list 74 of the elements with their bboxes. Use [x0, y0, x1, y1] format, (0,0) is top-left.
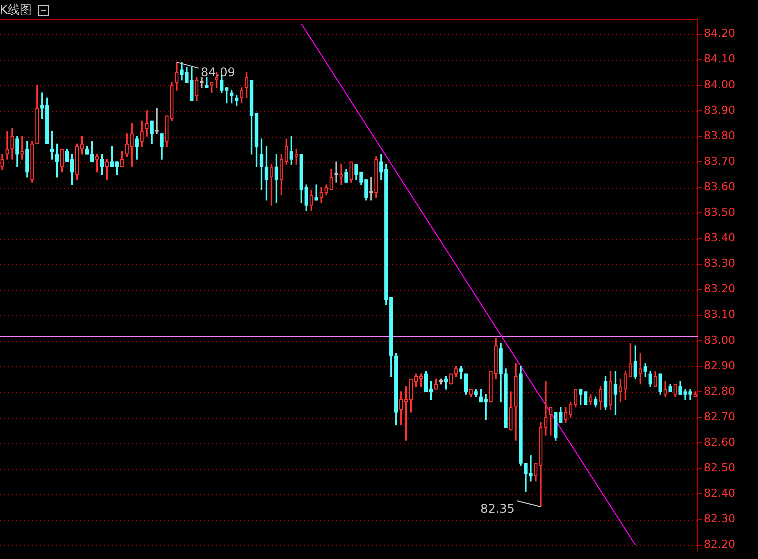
candlestick: [240, 88, 244, 104]
y-tick-label: 84.10: [704, 52, 736, 66]
candlestick: [539, 422, 543, 508]
y-tick-label: 83.30: [704, 257, 736, 270]
candlestick: [36, 85, 40, 145]
y-tick-label: 83.60: [704, 180, 736, 194]
candlestick: [200, 77, 204, 88]
candlestick: [130, 123, 134, 168]
candlestick: [60, 148, 64, 173]
candlestick: [195, 77, 199, 102]
candlestick: [514, 364, 518, 441]
candlestick: [370, 177, 374, 201]
candlestick: [598, 386, 603, 410]
candlestick: [175, 62, 179, 91]
candlestick: [694, 392, 698, 398]
candlestick: [564, 407, 568, 423]
candlestick: [549, 407, 553, 436]
y-tick-label: 83.40: [704, 232, 736, 245]
chart-title: K线图: [0, 2, 32, 19]
y-tick-label: 82.20: [704, 538, 736, 552]
y-tick-label: 82.70: [704, 410, 736, 424]
candlestick: [20, 136, 24, 160]
candlestick: [30, 141, 34, 183]
y-tick-label: 82.40: [704, 487, 736, 500]
y-tick-label: 83.70: [704, 154, 736, 168]
y-tick-label: 82.80: [704, 384, 736, 398]
candlestick: [170, 82, 174, 122]
candlestick: [324, 184, 328, 196]
candlestick: [664, 381, 668, 398]
candlestick: [10, 128, 14, 160]
y-tick-label: 84.20: [704, 27, 736, 40]
y-tick-label: 83.00: [704, 334, 736, 347]
candlestick: [105, 159, 110, 180]
y-tick-label: 82.60: [704, 436, 736, 449]
candlestick: [140, 120, 144, 148]
candlestick: [350, 162, 354, 183]
candlestick: [544, 381, 548, 436]
candlestick: [120, 152, 124, 168]
candlestick: [294, 148, 298, 165]
candlestick: [320, 187, 324, 204]
candlestick: [145, 110, 149, 137]
y-tick-label: 83.90: [704, 104, 736, 117]
y-tick-label: 82.50: [704, 462, 736, 475]
candlestick: [155, 108, 159, 134]
candlestick: [489, 371, 493, 403]
candlestick: [330, 169, 334, 190]
candlestick: [674, 384, 678, 398]
candlestick: [638, 353, 642, 385]
candlestick: [210, 82, 214, 94]
candlestick: [374, 156, 378, 198]
y-tick-label: 82.90: [704, 359, 736, 372]
y-tick-label: 83.10: [704, 308, 736, 322]
y-tick-label: 83.50: [704, 206, 736, 220]
candlestick: [494, 338, 498, 380]
annotation: 82.35: [480, 502, 515, 516]
candlestick: [340, 164, 344, 186]
candlestick: [334, 162, 338, 183]
candlestick: [509, 392, 513, 431]
y-tick-label: 82.30: [704, 512, 736, 526]
candlestick: [244, 72, 249, 99]
candlestick: [608, 371, 613, 410]
candlestick: [165, 116, 169, 148]
y-tick-label: 84.00: [704, 78, 736, 92]
candlestick: [534, 463, 538, 482]
candlestick: [434, 378, 438, 390]
y-tick-label: 83.80: [704, 129, 736, 142]
candlestick: [569, 402, 573, 418]
candlestick: [469, 389, 473, 398]
candlestick: [574, 389, 578, 408]
candlestick: [310, 190, 314, 211]
candlestick: [95, 154, 100, 173]
y-tick-label: 83.20: [704, 282, 736, 296]
candlestick: [6, 131, 10, 160]
annotation: 84.09: [200, 65, 236, 80]
